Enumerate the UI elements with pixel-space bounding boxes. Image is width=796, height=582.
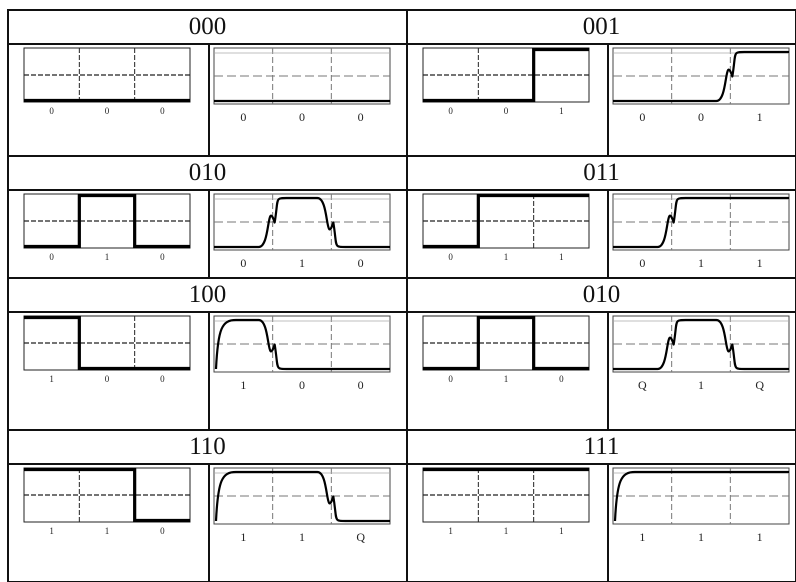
response-label: 0 (357, 110, 364, 124)
bit-label: 0 (160, 374, 165, 384)
bit-label: 1 (559, 252, 564, 262)
response-label: 0 (697, 110, 704, 124)
bit-pattern-box (23, 467, 191, 523)
bit-label: 1 (448, 526, 453, 536)
bit-label: 1 (559, 106, 564, 116)
response-label: 0 (240, 110, 247, 124)
response-label: 0 (298, 378, 305, 392)
response-label: 0 (298, 110, 305, 124)
bit-label: 0 (559, 374, 564, 384)
bit-label: 1 (49, 374, 54, 384)
cell-code-title: 100 (188, 281, 227, 308)
response-label: 1 (697, 256, 704, 270)
cell-code-title: 111 (583, 433, 620, 460)
bit-label: 0 (160, 252, 165, 262)
bit-step-waveform (423, 315, 589, 371)
response-curve (613, 50, 789, 103)
bit-label: 0 (448, 252, 453, 262)
bit-label: 0 (49, 106, 54, 116)
response-label: 1 (756, 530, 763, 544)
response-curve (214, 196, 390, 249)
cell-code-title: 011 (583, 159, 620, 186)
response-label: 1 (298, 530, 305, 544)
cell-code-title: 001 (582, 13, 621, 40)
bit-label: 1 (104, 252, 110, 262)
response-label: Q (755, 378, 764, 392)
bit-pattern-box (23, 47, 191, 103)
response-label: 1 (639, 530, 646, 544)
cell-code-title: 110 (189, 433, 226, 460)
response-label: 1 (697, 530, 704, 544)
bit-label: 0 (448, 106, 453, 116)
bit-pattern-box (422, 315, 590, 371)
bit-label: 0 (104, 106, 110, 116)
bit-pattern-box (422, 47, 590, 103)
bit-label: 1 (503, 526, 509, 536)
response-label: 1 (697, 378, 704, 392)
bit-label: 1 (104, 526, 110, 536)
response-label: 1 (240, 378, 247, 392)
response-label: 0 (357, 378, 364, 392)
bit-label: 0 (448, 374, 453, 384)
bit-step-waveform (24, 193, 190, 249)
bit-label: 1 (503, 252, 509, 262)
response-label: Q (356, 530, 365, 544)
response-label: 1 (756, 110, 763, 124)
cell-code-title: 010 (582, 281, 621, 308)
bit-pattern-box (23, 315, 191, 371)
response-curve (214, 470, 390, 523)
response-curve (613, 318, 789, 371)
response-curve (613, 470, 789, 522)
bit-step-waveform (423, 193, 589, 249)
response-label: 1 (240, 530, 247, 544)
response-label: 0 (639, 110, 646, 124)
cell-code-title: 000 (188, 13, 227, 40)
cell-code-title: 010 (188, 159, 227, 186)
bit-label: 0 (503, 106, 509, 116)
bit-label: 0 (104, 374, 110, 384)
bit-label: 0 (160, 526, 165, 536)
bit-label: 1 (559, 526, 564, 536)
response-label: 1 (756, 256, 763, 270)
response-label: Q (637, 378, 647, 392)
table-frame (7, 9, 796, 582)
bit-step-waveform (24, 467, 190, 523)
response-label: 0 (639, 256, 646, 270)
response-curve (214, 318, 390, 371)
bit-pattern-box (422, 193, 590, 249)
bit-label: 0 (49, 252, 54, 262)
bit-label: 1 (503, 374, 509, 384)
response-label: 0 (240, 256, 247, 270)
response-curve (613, 196, 789, 249)
bit-label: 0 (160, 106, 165, 116)
bit-label: 1 (49, 526, 54, 536)
response-label: 0 (357, 256, 364, 270)
bit-step-waveform (423, 47, 589, 103)
response-label: 1 (298, 256, 305, 270)
bit-step-waveform (24, 315, 190, 371)
